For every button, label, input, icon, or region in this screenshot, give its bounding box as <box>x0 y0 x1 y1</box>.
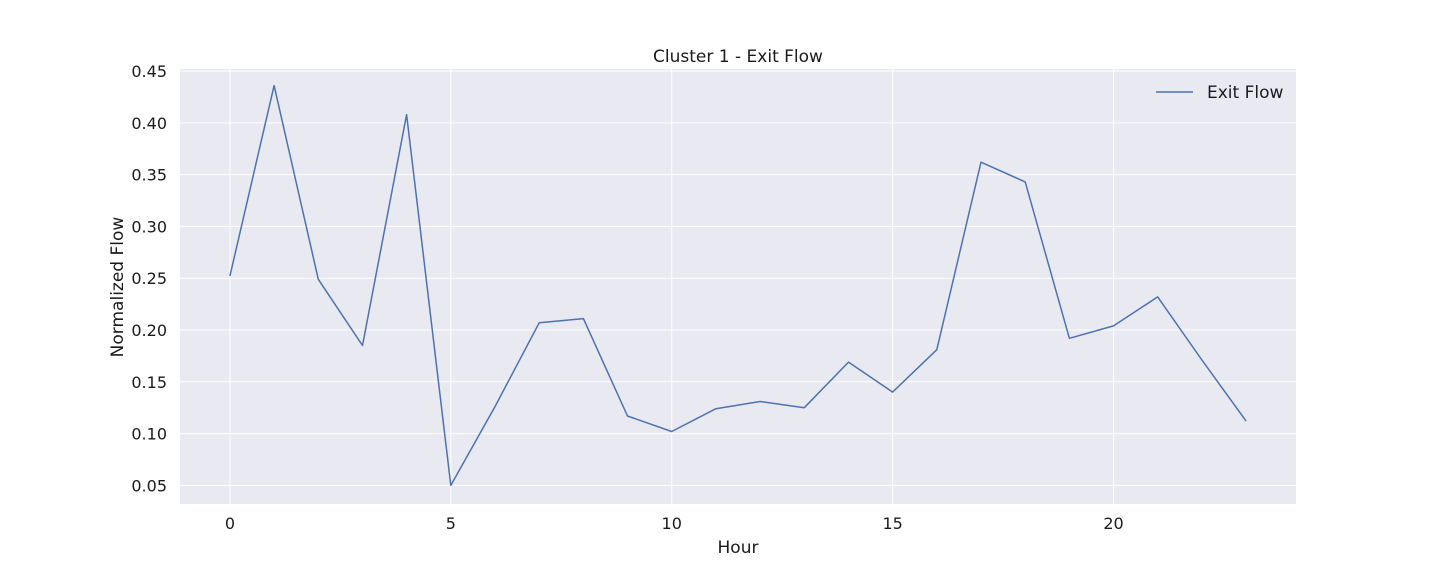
y-tick-label: 0.05 <box>131 476 167 495</box>
series-line-exit-flow <box>229 84 1247 487</box>
y-tick-label: 0.40 <box>131 114 167 133</box>
plot-area <box>180 69 1296 504</box>
x-tick-label: 5 <box>446 514 456 533</box>
x-tick-label: 15 <box>882 514 902 533</box>
x-tick-label: 10 <box>662 514 682 533</box>
x-tick-label: 0 <box>225 514 235 533</box>
legend: Exit Flow <box>1156 83 1283 103</box>
chart-title: Cluster 1 - Exit Flow <box>653 47 823 67</box>
y-tick-label: 0.45 <box>131 62 167 81</box>
y-tick-label: 0.35 <box>131 166 167 185</box>
x-tick-labels: 0 5 10 15 20 <box>225 514 1124 533</box>
legend-label: Exit Flow <box>1207 83 1283 103</box>
y-tick-label: 0.15 <box>131 373 167 392</box>
y-tick-label: 0.20 <box>131 321 167 340</box>
y-tick-labels: 0.05 0.10 0.15 0.20 0.25 0.30 0.35 0.40 0.45 <box>131 62 167 495</box>
x-tick-label: 20 <box>1103 514 1123 533</box>
y-tick-label: 0.30 <box>131 217 167 236</box>
y-axis-title: Normalized Flow <box>108 217 128 358</box>
x-axis-title: Hour <box>718 538 759 558</box>
y-tick-label: 0.10 <box>131 425 167 444</box>
y-tick-label: 0.25 <box>131 269 167 288</box>
series-layer <box>229 84 1247 487</box>
